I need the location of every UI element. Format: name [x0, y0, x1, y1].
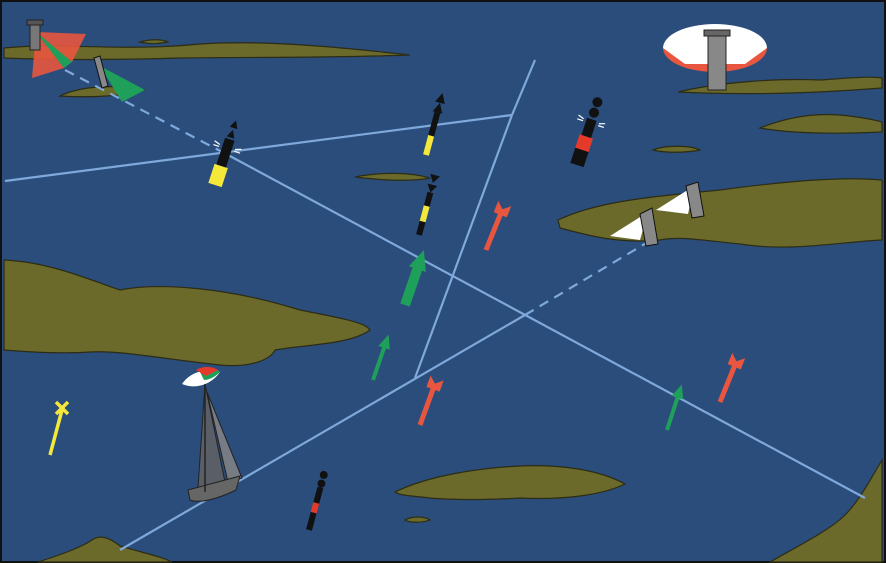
cardinal-marks-part-part — [208, 163, 228, 188]
cardinal-marks-part-part — [229, 120, 238, 130]
lateral-marks-part-part — [408, 250, 426, 273]
lateral-marks-part-part — [400, 265, 423, 307]
cardinal-marks-part — [208, 120, 242, 188]
cardinal-marks-part-part — [435, 93, 445, 105]
islands-part — [651, 145, 702, 153]
danger-marks-part — [306, 470, 328, 531]
islands-part — [677, 76, 883, 95]
routes-part — [227, 154, 866, 499]
routes-part — [119, 314, 526, 551]
danger-marks-part-part — [319, 470, 328, 479]
danger-marks-part-part — [317, 479, 326, 488]
lateral-marks-part — [400, 250, 426, 307]
cardinal-marks-part-part — [423, 134, 435, 156]
cardinal-marks-part-part — [427, 183, 438, 193]
lighthouse-right-part — [707, 35, 727, 91]
danger-marks-part-part — [575, 134, 593, 152]
leading-marks-right-part — [639, 207, 659, 247]
routes-part — [510, 59, 537, 116]
islands-part — [767, 457, 883, 563]
danger-marks-part-part — [592, 97, 603, 108]
leading-marks-right-part — [656, 186, 694, 214]
danger-marks — [306, 97, 606, 531]
routes — [4, 59, 866, 551]
cardinal-marks-part-part — [419, 205, 430, 223]
sailboat — [182, 367, 243, 502]
islands-part — [137, 39, 170, 45]
danger-marks-part-part — [310, 502, 320, 514]
routes-part — [64, 69, 229, 156]
cardinal-marks-part-part — [430, 173, 440, 183]
routes-part — [524, 241, 649, 316]
leading-marks-right-part — [610, 212, 648, 240]
lateral-marks — [367, 201, 746, 432]
danger-marks-part-part — [313, 486, 324, 504]
sailboat-part — [196, 367, 218, 376]
cardinal-marks-part — [416, 173, 440, 236]
danger-marks-part-part — [570, 147, 589, 168]
islands-part — [3, 259, 371, 367]
lighthouse-right — [663, 24, 767, 91]
cardinal-marks-part-part — [213, 140, 242, 154]
cardinal-marks-part-part — [423, 191, 434, 207]
lighthouse-left-part — [36, 32, 86, 62]
cardinal-marks-part-part — [432, 102, 443, 114]
leading-marks-left — [93, 55, 145, 102]
lighthouse-left — [26, 19, 86, 78]
islands-part — [757, 113, 883, 134]
danger-marks-part-part — [577, 114, 606, 129]
islands-part — [354, 172, 431, 181]
sailboat-part — [187, 475, 241, 502]
lighthouse-left-part — [26, 19, 44, 26]
cardinal-marks — [48, 93, 445, 456]
danger-marks-part-part — [581, 117, 597, 139]
danger-marks-part — [570, 97, 606, 168]
lighthouse-left-part — [36, 32, 72, 68]
danger-marks-part-part — [588, 107, 599, 118]
islands-part — [3, 42, 411, 61]
routes-part — [4, 113, 513, 183]
islands-part — [403, 516, 432, 523]
lighthouse-left-part — [29, 23, 41, 51]
leading-marks-left-part — [100, 66, 145, 102]
routes-part — [413, 114, 514, 379]
cardinal-marks-part-part — [428, 111, 441, 137]
leading-marks-right-part — [685, 181, 705, 219]
cardinal-marks-part-part — [216, 137, 235, 168]
cardinal-marks-part — [423, 93, 445, 156]
cardinal-marks-part-part — [226, 129, 235, 139]
islands-part — [393, 465, 627, 501]
islands-part — [37, 536, 173, 563]
leading-marks-left-part — [93, 55, 109, 89]
leading-marks-right — [610, 181, 705, 247]
danger-marks-part-part — [306, 511, 317, 531]
cardinal-marks-part-part — [416, 220, 426, 236]
lighthouse-right-part — [703, 29, 731, 37]
cardinal-marks-part — [48, 400, 70, 456]
